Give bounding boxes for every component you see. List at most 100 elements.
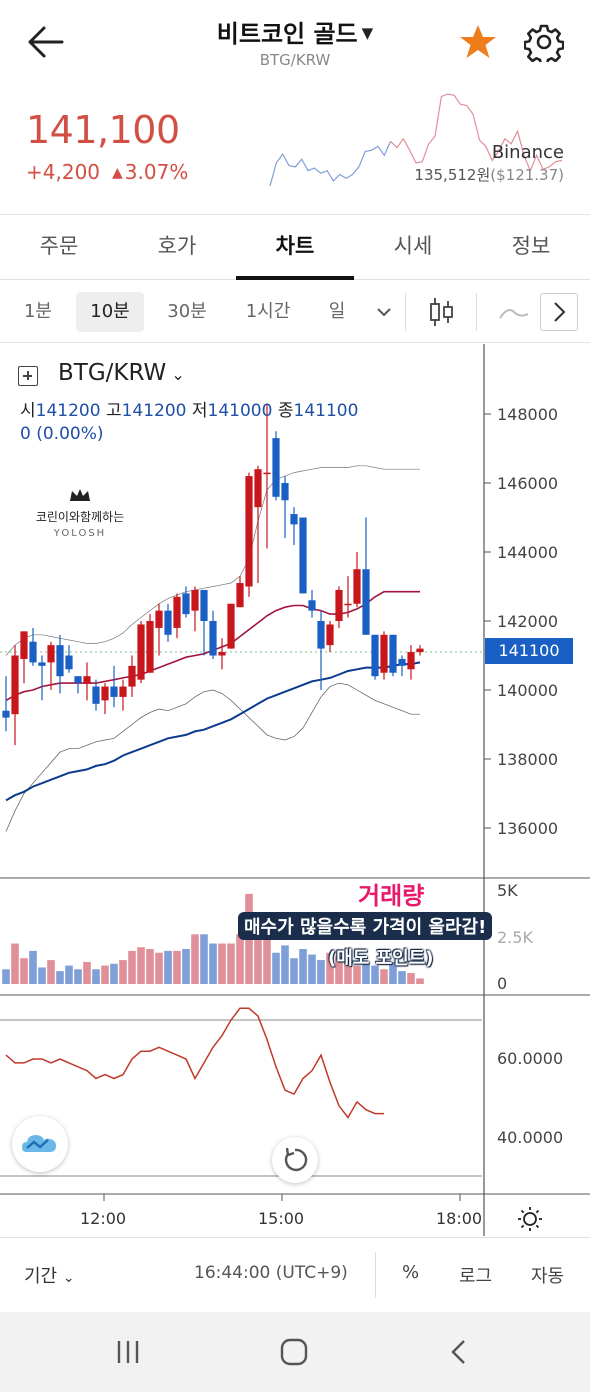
volume-bar	[227, 943, 235, 984]
interval-30min[interactable]: 30분	[167, 301, 207, 322]
candle-type-icon[interactable]	[418, 292, 464, 332]
volume-bar	[146, 949, 154, 984]
volume-bar	[2, 969, 10, 984]
period-selector[interactable]: 기간 ⌄	[24, 1262, 75, 1288]
reset-refresh-icon[interactable]	[272, 1137, 318, 1183]
candle-body	[20, 631, 28, 659]
volume-bar	[182, 949, 190, 984]
recent-apps-icon[interactable]	[110, 1334, 146, 1370]
ohlc-readout: 시141200 고141200 저141000 종141100	[20, 396, 358, 421]
candle-body	[398, 658, 406, 666]
close-value: 141100	[293, 401, 359, 421]
watermark-sub: YOLOSH	[53, 528, 107, 539]
candle-body	[92, 686, 100, 704]
volume-bar	[344, 960, 352, 984]
add-indicator-icon[interactable]	[18, 366, 38, 386]
chart-symbol[interactable]: BTG/KRW ⌄	[58, 360, 185, 386]
system-back-icon[interactable]	[442, 1334, 478, 1370]
auto-button[interactable]: 자동	[531, 1266, 565, 1287]
home-icon[interactable]	[276, 1334, 312, 1370]
volume-bar	[236, 934, 244, 984]
candle-body	[344, 603, 352, 606]
next-chevron-icon[interactable]	[540, 293, 578, 331]
volume-bar	[65, 965, 73, 984]
cloud-chart-icon[interactable]	[12, 1116, 68, 1172]
tab-info[interactable]: 정보	[511, 234, 551, 258]
page-title[interactable]: 비트코인 골드	[216, 20, 358, 48]
y-tick-label: 136000	[497, 819, 559, 838]
favorite-star-icon[interactable]	[458, 22, 498, 62]
title-block[interactable]: 비트코인 골드 ▼ BTG/KRW	[0, 14, 590, 69]
volume-axis-label: 5K	[497, 881, 518, 900]
tab-order[interactable]: 주문	[39, 234, 79, 258]
candle-body	[191, 589, 199, 611]
tab-orderbook[interactable]: 호가	[157, 234, 197, 258]
interval-1min[interactable]: 1분	[23, 301, 52, 322]
candle-body	[317, 621, 325, 649]
candle-body	[110, 686, 118, 697]
rsi-axis-label: 60.0000	[497, 1049, 564, 1068]
crown-icon	[24, 488, 136, 506]
current-price-tag: 141100	[485, 638, 573, 664]
volume-bar	[326, 952, 334, 984]
percent-button[interactable]: %	[402, 1262, 420, 1283]
interval-dropdown-icon[interactable]	[368, 292, 400, 332]
candle-body	[137, 624, 145, 680]
theme-sun-icon[interactable]	[516, 1205, 544, 1233]
candle-body	[29, 641, 37, 663]
candle-body	[164, 610, 172, 635]
candle-body	[74, 676, 82, 684]
volume-bar	[128, 950, 136, 984]
tab-chart[interactable]: 차트	[236, 215, 354, 280]
open-value: 141200	[35, 401, 101, 421]
interval-day[interactable]: 일	[328, 301, 346, 322]
candle-body	[101, 686, 109, 701]
volume-title: 거래량	[358, 882, 425, 910]
volume-bar	[29, 950, 37, 984]
volume-axis-label: 2.5K	[497, 928, 533, 947]
volume-bar	[38, 967, 46, 984]
watermark: 코린이와함께하는 YOLOSH	[24, 488, 136, 539]
indicator-wave-icon[interactable]	[494, 292, 534, 332]
volume-bar	[11, 943, 19, 984]
exchange-price: 135,512원($121.37)	[414, 164, 564, 185]
volume-bar	[209, 943, 217, 984]
title-dropdown-icon[interactable]: ▼	[361, 24, 374, 42]
volume-bar	[164, 950, 172, 984]
volume-bar	[110, 963, 118, 984]
interval-10min[interactable]: 10분	[76, 292, 144, 332]
volume-bar	[254, 919, 262, 984]
volume-bar	[389, 961, 397, 984]
candle-body	[380, 634, 388, 673]
volume-bar	[83, 961, 91, 984]
volume-bar	[173, 950, 181, 984]
volume-bar	[263, 932, 271, 984]
system-nav-bar	[0, 1312, 590, 1392]
candle-body	[182, 593, 190, 615]
chart-time: 16:44:00 (UTC+9)	[194, 1263, 348, 1283]
candle-body	[281, 483, 289, 501]
candle-body	[227, 603, 235, 649]
back-arrow-icon[interactable]	[24, 22, 68, 62]
market-pair: BTG/KRW	[259, 51, 331, 69]
y-tick-label: 138000	[497, 750, 559, 769]
interval-1hour[interactable]: 1시간	[245, 301, 291, 322]
app-header: 비트코인 골드 ▼ BTG/KRW	[0, 0, 590, 82]
volume-bar	[92, 969, 100, 984]
volume-bar	[407, 972, 415, 984]
volume-bar	[218, 943, 226, 984]
change-readout: 0 (0.00%)	[20, 424, 104, 444]
high-value: 141200	[121, 401, 187, 421]
log-button[interactable]: 로그	[459, 1266, 493, 1287]
candle-body	[326, 624, 334, 646]
bollinger-upper-line	[5, 465, 420, 656]
candle-body	[362, 569, 370, 635]
volume-bar	[308, 954, 316, 984]
period-caret-icon: ⌄	[62, 1270, 75, 1286]
tab-market[interactable]: 시세	[393, 234, 433, 258]
volume-bar	[74, 969, 82, 984]
x-tick-label: 18:00	[436, 1209, 483, 1228]
volume-bar	[299, 949, 307, 984]
volume-bar	[281, 945, 289, 984]
